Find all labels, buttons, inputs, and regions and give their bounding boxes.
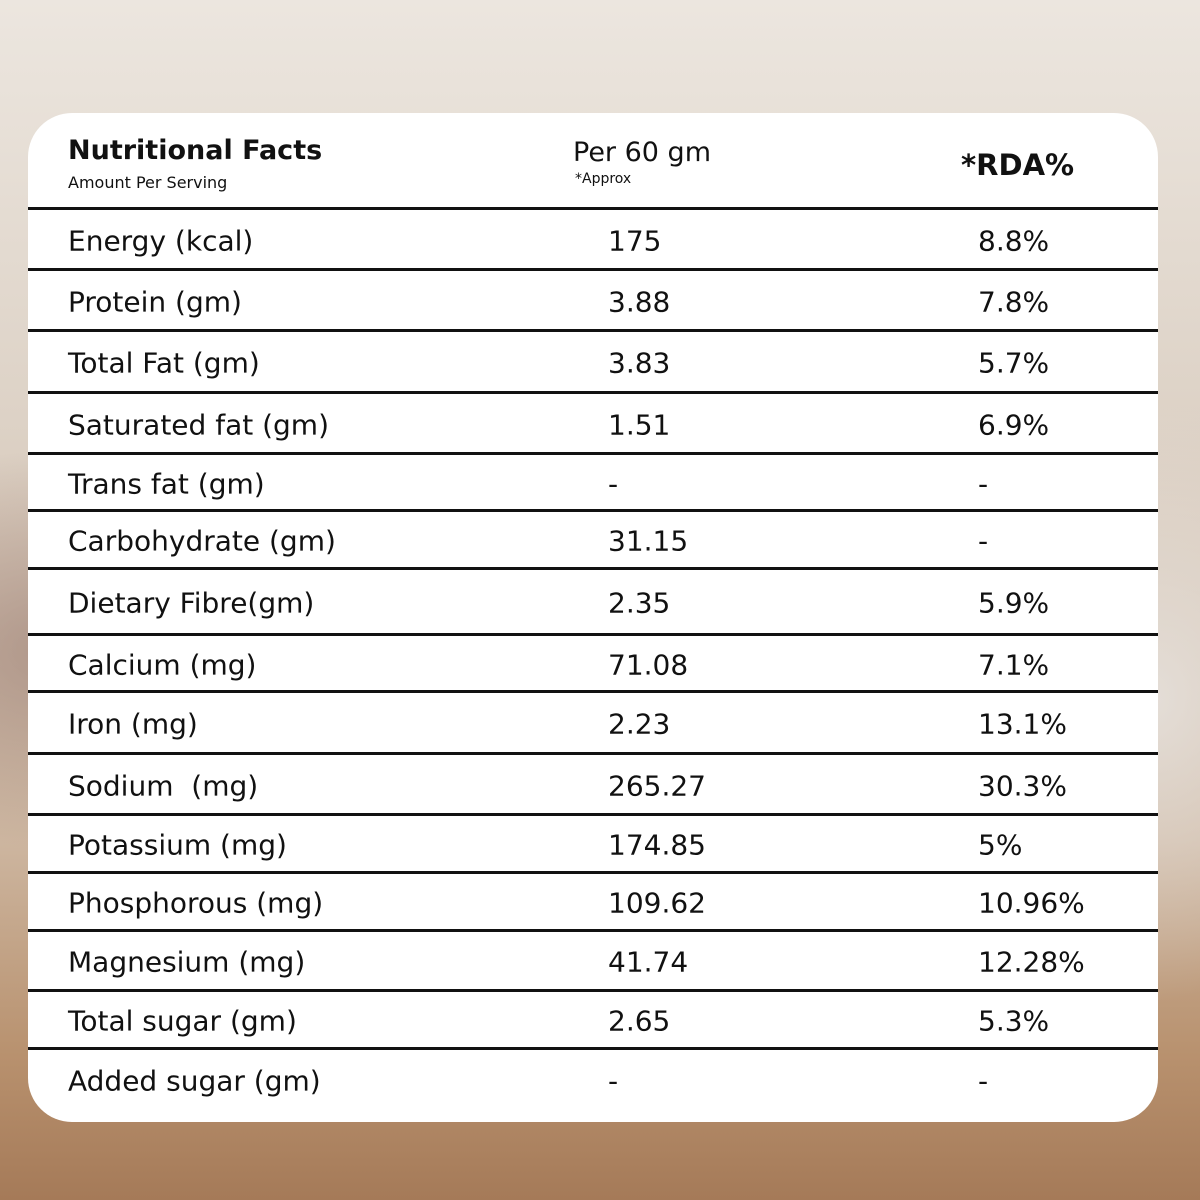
nutrient-value: 6.9%	[978, 408, 1050, 441]
nutrient-value: 2.23	[608, 707, 671, 741]
nutrient-value: 12.28%	[978, 945, 1085, 979]
row-divider	[28, 989, 1158, 992]
nutrient-value: 174.85	[608, 828, 706, 862]
nutrient-name: Total sugar (gm)	[68, 1004, 297, 1038]
nutrient-value: 7.1%	[978, 648, 1050, 681]
nutrient-value: 7.8%	[978, 285, 1050, 318]
subtitle: Amount Per Serving	[68, 173, 228, 192]
nutrient-value: 5.9%	[978, 586, 1050, 620]
nutrient-name: Energy (kcal)	[68, 224, 254, 257]
nutrient-name: Added sugar (gm)	[68, 1064, 321, 1098]
nutrient-value: 5.3%	[978, 1004, 1050, 1038]
nutrient-name: Calcium (mg)	[68, 648, 257, 681]
row-divider	[28, 1047, 1158, 1050]
nutrient-value: 2.65	[608, 1004, 671, 1038]
nutrient-value: 265.27	[608, 769, 706, 802]
nutrient-name: Potassium (mg)	[68, 828, 287, 862]
row-divider	[28, 391, 1158, 394]
nutrient-value: -	[608, 1064, 619, 1098]
row-divider	[28, 452, 1158, 455]
nutrient-value: 1.51	[608, 408, 671, 441]
nutrient-name: Iron (mg)	[68, 707, 198, 741]
nutrient-value: 3.83	[608, 346, 671, 380]
nutrient-value: -	[978, 524, 989, 558]
nutrient-value: 2.35	[608, 586, 671, 620]
nutrient-value: 71.08	[608, 648, 689, 681]
nutrient-name: Saturated fat (gm)	[68, 408, 329, 441]
row-divider	[28, 268, 1158, 271]
title: Nutritional Facts	[68, 135, 323, 166]
nutrient-name: Trans fat (gm)	[68, 467, 265, 500]
row-divider	[28, 871, 1158, 874]
row-divider	[28, 329, 1158, 332]
nutrient-value: 41.74	[608, 945, 689, 979]
row-divider	[28, 509, 1158, 512]
nutrient-value: 5.7%	[978, 346, 1050, 380]
nutrient-name: Protein (gm)	[68, 285, 242, 318]
nutrient-value: 175	[608, 224, 662, 257]
nutrient-value: 10.96%	[978, 886, 1085, 920]
nutrient-name: Magnesium (mg)	[68, 945, 306, 979]
nutrient-value: 13.1%	[978, 707, 1067, 741]
nutrient-name: Phosphorous (mg)	[68, 886, 324, 920]
nutrient-value: -	[978, 1064, 989, 1098]
row-divider	[28, 929, 1158, 932]
row-divider	[28, 690, 1158, 693]
column-header: Per 60 gm	[573, 137, 711, 168]
nutrient-value: 5%	[978, 828, 1023, 862]
nutrition-card: Nutritional Facts Amount Per Serving Per…	[28, 113, 1158, 1122]
nutrient-value: 31.15	[608, 524, 689, 558]
nutrient-value: 109.62	[608, 886, 706, 920]
nutrient-name: Carbohydrate (gm)	[68, 524, 336, 558]
nutrient-value: -	[608, 467, 619, 500]
row-divider	[28, 813, 1158, 816]
nutrient-name: Sodium (mg)	[68, 769, 259, 802]
nutrient-name: Total Fat (gm)	[68, 346, 260, 380]
row-divider	[28, 207, 1158, 210]
row-divider	[28, 752, 1158, 755]
column-header: *RDA%	[961, 148, 1075, 182]
column-note: *Approx	[575, 171, 632, 187]
nutrient-value: 8.8%	[978, 224, 1050, 257]
row-divider	[28, 633, 1158, 636]
nutrient-value: 3.88	[608, 285, 671, 318]
nutrient-value: 30.3%	[978, 769, 1067, 802]
nutrient-name: Dietary Fibre(gm)	[68, 586, 315, 620]
nutrient-value: -	[978, 467, 989, 500]
row-divider	[28, 567, 1158, 570]
